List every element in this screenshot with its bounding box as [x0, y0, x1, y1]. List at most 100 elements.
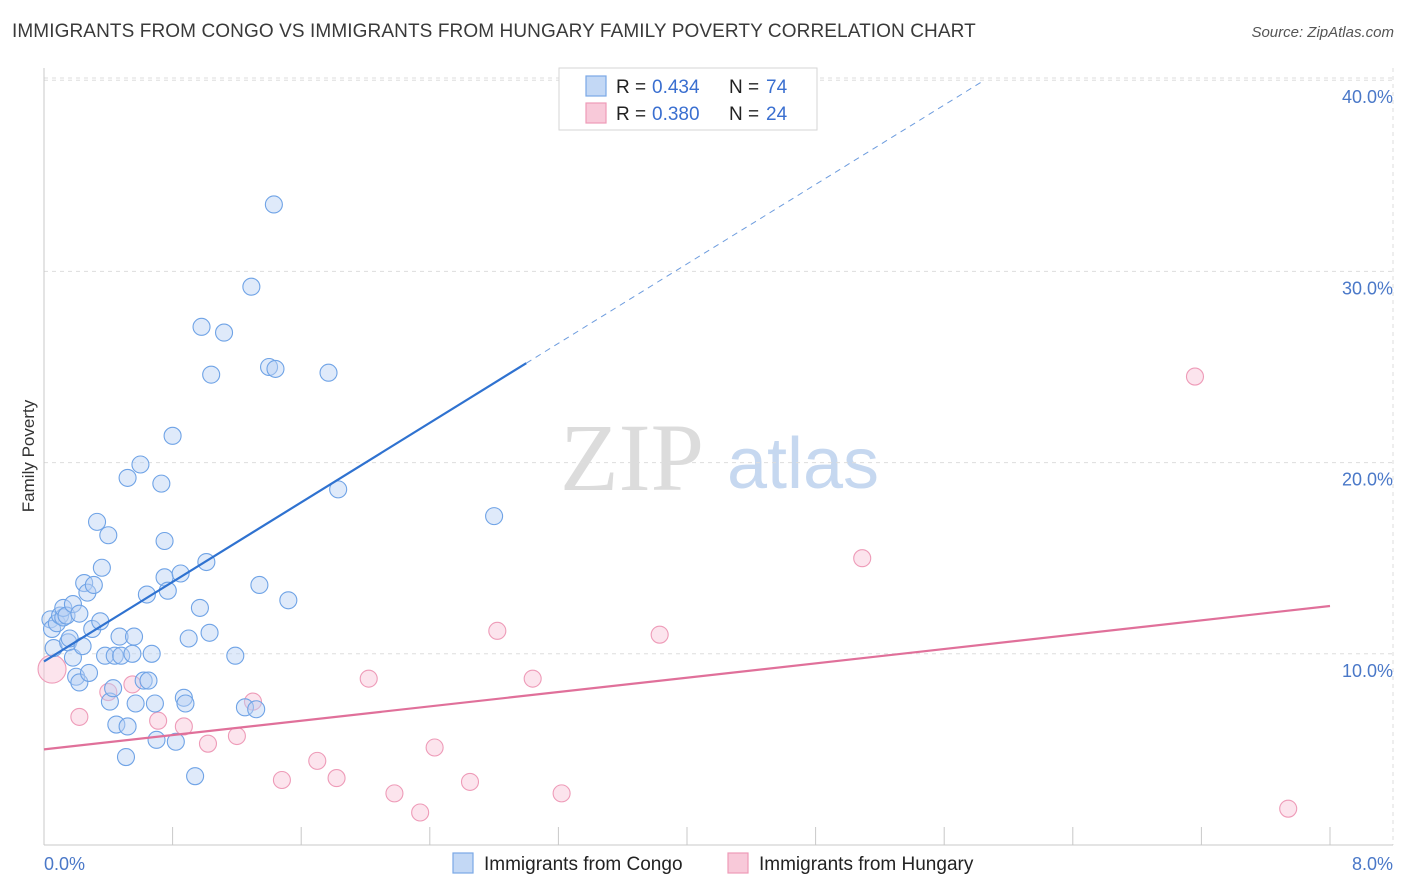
congo-point-73: [485, 507, 504, 526]
congo-point-34: [118, 468, 137, 487]
legend-r-label-hungary: R =: [616, 104, 646, 125]
congo-point-25: [99, 526, 118, 545]
congo-point-59: [200, 623, 219, 642]
congo-point-61: [214, 323, 234, 342]
congo-point-18: [79, 663, 99, 682]
congo-point-50: [166, 732, 185, 751]
congo-point-55: [186, 767, 205, 786]
watermark-zip: ZIP: [560, 404, 704, 511]
congo-point-54: [179, 629, 198, 648]
congo-point-24: [96, 646, 115, 665]
congo-point-57: [192, 317, 211, 336]
hungary-point-12: [359, 669, 378, 688]
congo-point-33: [118, 717, 137, 736]
congo-point-63: [235, 698, 254, 717]
hungary-trend-line: [43, 604, 1331, 751]
congo-point-30: [110, 627, 129, 646]
legend-n-label-congo: N =: [729, 77, 759, 98]
congo-point-21: [87, 512, 107, 531]
legend-swatch-hungary: [585, 102, 607, 124]
legend-n-value-hungary: 24: [766, 104, 788, 125]
congo-point-41: [139, 671, 158, 690]
bottom-legend-label-hungary: Immigrants from Hungary: [759, 854, 974, 875]
congo-point-29: [107, 715, 126, 734]
congo-point-37: [126, 694, 145, 713]
hungary-point-16: [460, 772, 480, 791]
congo-point-72: [329, 480, 348, 499]
trend-lines: [43, 79, 1331, 751]
bottom-legend-label-congo: Immigrants from Congo: [484, 854, 683, 875]
congo-point-49: [163, 426, 182, 445]
congo-point-65: [247, 700, 266, 719]
hungary-point-7: [227, 726, 246, 746]
legend-r-value-hungary: 0.380: [652, 104, 700, 125]
watermark-atlas: atlas: [727, 424, 879, 504]
congo-point-35: [123, 644, 142, 663]
congo-point-13: [70, 604, 89, 623]
legend-swatch-congo: [585, 75, 607, 97]
hungary-point-18: [523, 669, 542, 688]
congo-point-56: [190, 598, 209, 617]
hungary-point-6: [198, 734, 218, 753]
hungary-point-14: [411, 803, 430, 822]
congo-point-11: [63, 595, 82, 614]
source-label: Source: ZipAtlas.com: [1251, 24, 1394, 41]
hungary-point-17: [488, 621, 507, 640]
congo-point-64: [242, 277, 261, 296]
hungary-point-15: [425, 738, 444, 757]
congo-point-32: [116, 747, 136, 767]
congo-point-20: [84, 575, 103, 595]
congo-point-42: [142, 644, 161, 663]
axes: [43, 68, 1393, 846]
congo-point-60: [202, 365, 221, 384]
y-tick-labels: 10.0% 20.0% 30.0% 40.0%: [1342, 87, 1393, 681]
hungary-points: [37, 367, 1298, 822]
congo-point-67: [259, 357, 279, 377]
congo-point-14: [70, 673, 89, 692]
congo-point-68: [264, 195, 283, 214]
congo-points: [41, 195, 504, 786]
congo-point-45: [152, 474, 171, 493]
x-tick-label-min: 0.0%: [44, 854, 85, 874]
congo-point-53: [176, 694, 195, 713]
congo-point-17: [78, 583, 97, 602]
hungary-point-19: [552, 784, 571, 803]
hungary-point-9: [272, 770, 291, 790]
hungary-point-0: [37, 654, 67, 684]
congo-point-46: [155, 531, 174, 551]
chart-title: IMMIGRANTS FROM CONGO VS IMMIGRANTS FROM…: [12, 21, 976, 42]
congo-point-23: [92, 558, 111, 577]
congo-trend-line: [43, 362, 527, 663]
hungary-point-4: [149, 711, 168, 730]
congo-point-38: [131, 455, 150, 474]
congo-point-71: [319, 363, 338, 382]
hungary-point-10: [308, 751, 327, 770]
series-legend: Immigrants from Congo Immigrants from Hu…: [452, 852, 974, 875]
congo-point-43: [145, 694, 164, 713]
congo-point-62: [226, 646, 245, 665]
congo-point-31: [112, 646, 131, 665]
hungary-point-11: [327, 769, 346, 788]
x-tick-label-max: 8.0%: [1352, 854, 1393, 874]
congo-point-39: [134, 671, 153, 690]
congo-point-66: [250, 575, 269, 595]
bottom-legend-swatch-congo: [452, 852, 474, 874]
stats-legend: R = 0.434 N = 74 R = 0.380 N = 24: [558, 67, 818, 131]
congo-point-69: [266, 359, 285, 378]
hungary-point-13: [385, 784, 404, 803]
hungary-point-22: [1185, 367, 1205, 386]
hungary-point-5: [174, 717, 193, 736]
gridlines: [44, 68, 1394, 845]
legend-r-value-congo: 0.434: [652, 77, 700, 98]
congo-point-26: [100, 692, 119, 711]
hungary-point-23: [1279, 799, 1298, 818]
y-tick-label-2: 30.0%: [1342, 278, 1393, 298]
y-axis-label: Family Poverty: [19, 399, 38, 512]
congo-point-28: [105, 646, 124, 665]
congo-point-40: [137, 585, 156, 604]
y-tick-label-3: 40.0%: [1342, 87, 1393, 107]
congo-point-44: [147, 730, 166, 749]
hungary-point-1: [70, 707, 89, 726]
congo-point-27: [104, 679, 123, 698]
hungary-point-20: [650, 625, 669, 644]
